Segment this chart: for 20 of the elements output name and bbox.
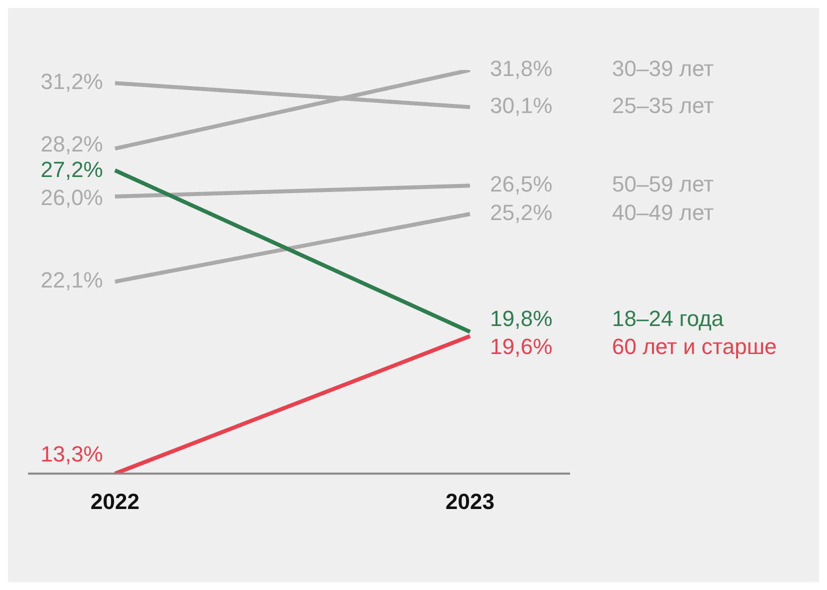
text: 50–59 лет — [612, 172, 714, 197]
text: 60 лет и старше — [612, 334, 777, 360]
data-label: 26,5% — [490, 172, 552, 197]
text: 40–49 лет — [612, 200, 714, 226]
data-label: 19,8% — [490, 306, 552, 332]
x-tick-label: 2023 — [446, 488, 494, 514]
text: 30–39 лет — [612, 56, 714, 82]
data-label: 13,3% — [40, 442, 103, 467]
data-label: 31,2% — [40, 69, 103, 94]
data-label: 30,1% — [490, 93, 552, 118]
x-tick-label: 2022 — [90, 488, 140, 514]
data-label: 19,6% — [490, 334, 552, 360]
data-label: 27,2% — [40, 157, 103, 182]
data-label: 31,8% — [490, 56, 552, 82]
text: 25–35 лет — [612, 93, 714, 118]
text: 18–24 года — [612, 306, 724, 332]
data-label: 28,2% — [40, 132, 103, 157]
data-label: 22,1% — [40, 268, 103, 293]
data-label: 26,0% — [40, 185, 103, 210]
data-label: 25,2% — [490, 200, 552, 226]
